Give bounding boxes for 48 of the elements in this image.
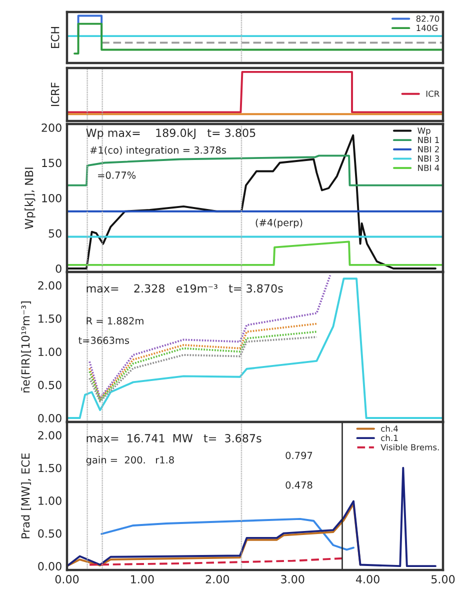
y-tick-label: 150 (42, 158, 62, 168)
legend-label: NBI 4 (418, 164, 440, 171)
annotation: R = 1.882m (86, 317, 144, 325)
y-tick-label: 0.00 (38, 414, 62, 422)
x-tick-label: 3.00 (281, 575, 304, 584)
annotation: (#4(perp) (256, 218, 302, 228)
legend-label: Wp (418, 128, 430, 136)
y-axis-title: ICRF (50, 82, 60, 106)
y-axis-title: Wp[kJ], NBI (24, 168, 36, 229)
y-tick-label: 0.00 (38, 562, 62, 570)
legend-label: ch.4 (381, 425, 398, 432)
y-tick-label: 2.00 (38, 431, 62, 440)
annotation: t=3663ms (78, 336, 130, 344)
y-tick-label: 2.00 (38, 281, 62, 290)
y-tick-label: 200 (42, 124, 62, 132)
x-tick-label: 1.00 (131, 575, 154, 584)
annotation: #1(co) integration = 3.378s (90, 146, 226, 156)
x-tick-label: 4.00 (356, 575, 380, 584)
y-tick-label: 0.50 (38, 529, 62, 538)
annotation: max= 2.328 e19m⁻³ t= 3.870s (86, 284, 283, 293)
legend-label: 82.70 (416, 15, 440, 22)
y-tick-label: 0.50 (38, 380, 62, 390)
x-tick-label: 0.00 (55, 575, 79, 584)
y-axis-title: ECH (50, 27, 60, 48)
x-tick-label: 2.00 (206, 575, 230, 584)
annotation: gain = 200. r1.8 (86, 456, 174, 466)
y-tick-label: 1.50 (38, 314, 62, 323)
annotation: =0.77% (98, 172, 136, 179)
legend-label: NBI 1 (418, 136, 439, 143)
y-tick-label: 1.50 (38, 464, 62, 472)
annotation: max= 16.741 MW t= 3.687s (86, 434, 262, 442)
y-tick-label: 0 (56, 264, 62, 273)
annotation: 0.797 (286, 452, 312, 460)
legend-label: ICR (426, 90, 440, 97)
legend-label: NBI 3 (418, 155, 439, 162)
annotation: 0.478 (286, 481, 312, 489)
legend-label: ch.1 (381, 434, 398, 442)
y-axis-title: n̄e(FIR)[10¹⁹m⁻³] (21, 302, 31, 392)
x-tick-label: 5.00 (431, 575, 455, 584)
y-tick-label: 100 (42, 194, 62, 202)
y-tick-label: 1.00 (38, 348, 62, 356)
y-axis-title: Prad [MW], ECE (21, 453, 31, 538)
legend-label: NBI 2 (418, 146, 439, 152)
y-tick-label: 50 (48, 229, 62, 238)
annotation: Wp max= 189.0kJ t= 3.805 (86, 128, 256, 140)
legend-label: 140G (416, 24, 438, 32)
legend-label: Visible Brems. (380, 444, 439, 450)
y-tick-label: 1.00 (38, 496, 62, 505)
